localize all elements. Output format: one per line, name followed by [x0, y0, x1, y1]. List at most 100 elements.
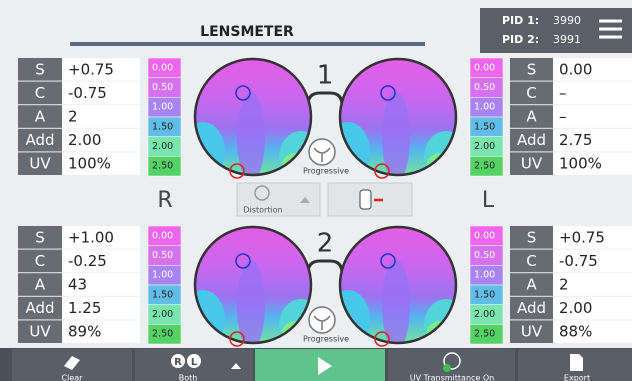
scale-cell	[469, 324, 504, 345]
row-value: -0.25	[68, 252, 107, 270]
row-label: S	[527, 60, 537, 78]
uv-check	[443, 364, 451, 372]
row-label-cell	[510, 273, 553, 296]
scale-label: 1.50	[474, 121, 495, 132]
row-value: 1.25	[68, 299, 101, 317]
row-label: S	[527, 228, 537, 246]
row-label-cell	[510, 320, 553, 343]
pid-value: 3991	[553, 33, 581, 46]
progressive-icon-mark	[313, 147, 331, 162]
row-value-cell	[62, 58, 140, 81]
pid-value: 3990	[553, 14, 581, 27]
button-label: Distortion	[243, 206, 282, 215]
scale-label: 2.50	[152, 329, 173, 340]
optical-center	[235, 253, 251, 269]
clear-icon	[64, 356, 80, 370]
scale-label: 1.50	[152, 289, 173, 300]
near-marker	[374, 163, 390, 179]
row-label-cell	[18, 273, 62, 296]
progressive-icon	[308, 306, 336, 334]
zone	[237, 92, 265, 175]
optical-center	[380, 253, 396, 269]
row-value: 2.00	[559, 299, 592, 317]
row-value: 2	[68, 108, 78, 126]
lens-type: Progressive	[303, 167, 349, 176]
scale-label: 0.50	[152, 250, 173, 261]
row-label: S	[35, 228, 45, 246]
toolbar-label: Clear	[62, 374, 84, 381]
row-value-cell	[62, 273, 140, 296]
scale-label: 1.00	[152, 102, 173, 113]
row-value-cell	[553, 226, 632, 249]
row-value: 89%	[68, 323, 101, 341]
row-label: C	[526, 252, 536, 270]
lens-border	[338, 57, 458, 177]
row-label: UV	[521, 323, 543, 341]
uv-icon	[443, 352, 461, 370]
pid-label: PID 2:	[502, 33, 539, 46]
row-value-cell	[553, 105, 632, 128]
row-value-cell	[62, 128, 140, 152]
row-value-cell	[62, 152, 140, 175]
expand-arrow	[231, 363, 241, 369]
toolbar-label: Both	[179, 374, 198, 381]
scale-label: 1.50	[474, 289, 495, 300]
row-value-cell	[553, 81, 632, 105]
row-label: Add	[25, 299, 54, 317]
distortion-button[interactable]: Distortion	[236, 182, 321, 217]
side-label: L	[482, 188, 495, 213]
toolbar-label: UV Transmittance On	[410, 374, 495, 381]
row-value-cell	[62, 105, 140, 128]
toolbar-button[interactable]	[388, 349, 515, 381]
export-icon	[570, 354, 583, 371]
row-label: Add	[25, 131, 54, 149]
lens-number: 1	[317, 61, 334, 91]
optical-center	[235, 85, 251, 101]
row-label-cell	[18, 320, 62, 343]
row-value-cell	[62, 296, 140, 320]
scale-label: 1.00	[474, 102, 495, 113]
scale-label: 2.50	[474, 329, 495, 340]
scale-label: 1.00	[474, 270, 495, 281]
row-value: -0.75	[68, 84, 107, 102]
row-value-cell	[553, 320, 632, 343]
row-label-cell	[510, 296, 553, 320]
zone	[382, 260, 410, 343]
row-label: Add	[517, 131, 546, 149]
row-value-cell	[553, 128, 632, 152]
row-value: 100%	[559, 155, 602, 173]
app-title: LENSMETER	[200, 24, 294, 40]
side-label: R	[157, 188, 172, 213]
zone	[382, 92, 410, 175]
row-label-cell	[18, 128, 62, 152]
row-value: 43	[68, 276, 87, 294]
eye-letter: L	[191, 357, 198, 368]
scale-label: 2.00	[474, 309, 495, 320]
scale-label: 1.00	[152, 270, 173, 281]
lens-border	[193, 225, 313, 345]
row-value-cell	[553, 58, 632, 81]
row-label: S	[35, 60, 45, 78]
row-label: A	[35, 276, 46, 294]
scale-label: 0.00	[474, 62, 495, 73]
row-value: 2	[559, 276, 569, 294]
near-marker	[374, 331, 390, 347]
lens-border	[193, 57, 313, 177]
eye-badge	[171, 354, 185, 368]
scale-label: 2.50	[152, 161, 173, 172]
row-label-cell	[18, 249, 62, 273]
menu-button[interactable]	[599, 19, 622, 39]
play-icon[interactable]	[318, 357, 332, 375]
row-label-cell	[18, 226, 62, 249]
scale-cell	[147, 324, 182, 345]
row-value-cell	[553, 273, 632, 296]
row-label-cell	[18, 105, 62, 128]
row-label: A	[35, 108, 46, 126]
optical-center	[380, 85, 396, 101]
scale-label: 0.00	[474, 230, 495, 241]
row-label: UV	[29, 323, 51, 341]
row-label-cell	[510, 152, 553, 175]
lens-button[interactable]	[327, 182, 413, 217]
row-value-cell	[553, 152, 632, 175]
